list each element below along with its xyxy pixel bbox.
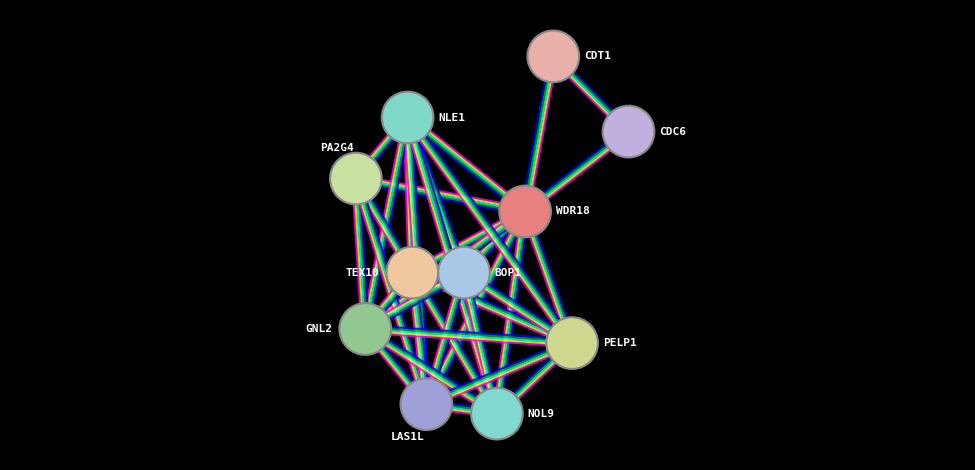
Text: NOL9: NOL9 [527,408,555,419]
Circle shape [471,388,523,439]
Text: CDT1: CDT1 [584,51,611,62]
Text: PELP1: PELP1 [603,338,637,348]
Text: TEX10: TEX10 [346,267,379,278]
Text: PA2G4: PA2G4 [320,143,354,153]
Text: NLE1: NLE1 [438,112,465,123]
Circle shape [603,106,654,157]
Text: CDC6: CDC6 [659,126,686,137]
Text: BOP1: BOP1 [494,267,522,278]
Circle shape [331,153,382,204]
Circle shape [339,303,391,355]
Circle shape [438,247,489,298]
Circle shape [527,31,579,82]
Circle shape [401,378,452,430]
Text: WDR18: WDR18 [556,206,590,217]
Text: GNL2: GNL2 [305,324,332,334]
Text: LAS1L: LAS1L [390,432,424,442]
Circle shape [382,92,434,143]
Circle shape [546,317,598,369]
Circle shape [386,247,438,298]
Circle shape [499,186,551,237]
